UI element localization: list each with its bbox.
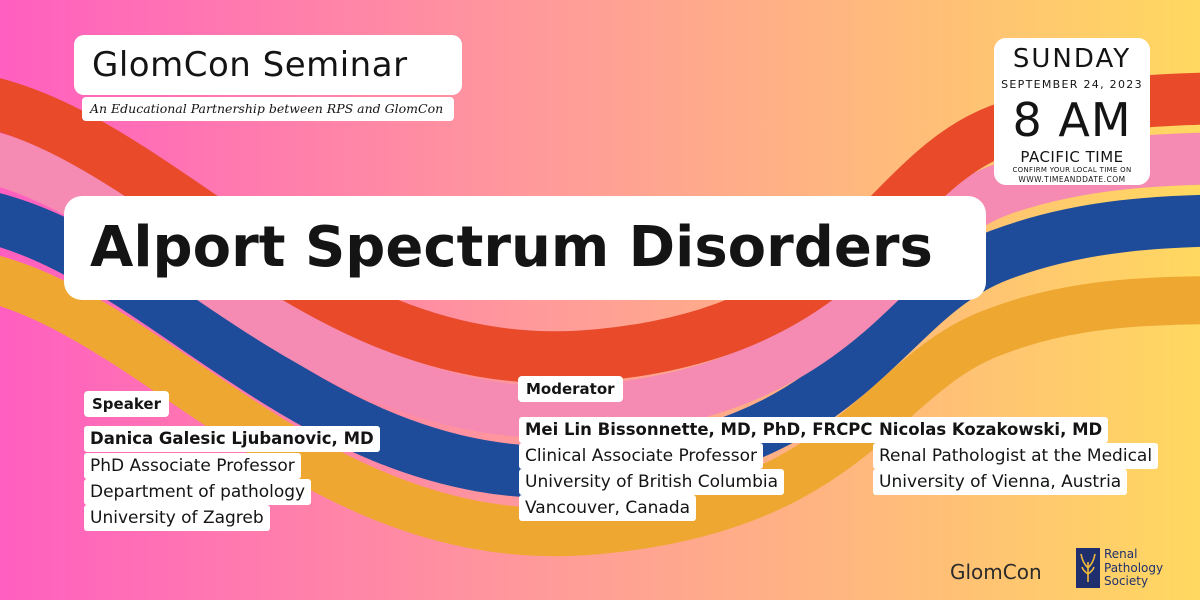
speaker-name: Danica Galesic Ljubanovic, MD — [84, 426, 380, 452]
event-date: SEPTEMBER 24, 2023 — [1001, 78, 1143, 91]
comoderator-line: University of Vienna, Austria — [873, 469, 1128, 495]
band-gold — [0, 256, 1200, 557]
speaker-heading: Speaker — [84, 391, 169, 417]
comoderator-name: Nicolas Kozakowski, MD — [873, 417, 1109, 443]
moderator-name: Mei Lin Bissonnette, MD, PhD, FRCPC — [519, 417, 879, 443]
partnership-subtitle: An Educational Partnership between RPS a… — [82, 97, 454, 121]
event-day: SUNDAY — [1012, 44, 1132, 74]
speaker-line: PhD Associate Professor — [84, 453, 301, 479]
rps-logo-line: Society — [1104, 574, 1149, 588]
glomcon-logo: GlomCon — [950, 560, 1042, 584]
speaker-line: Department of pathology — [84, 479, 312, 505]
seminar-title: GlomCon Seminar — [74, 35, 462, 95]
event-time: 8 AM — [1012, 93, 1132, 147]
event-time-site: WWW.TIMEANDDATE.COM — [1018, 175, 1126, 184]
comoderator-line: Renal Pathologist at the Medical — [873, 443, 1159, 469]
rps-logo-line: Renal — [1104, 547, 1138, 561]
event-datetime-card: SUNDAY SEPTEMBER 24, 2023 8 AM PACIFIC T… — [994, 38, 1150, 185]
moderator-line: Vancouver, Canada — [519, 495, 697, 521]
event-timezone: PACIFIC TIME — [1020, 148, 1124, 166]
moderator-heading: Moderator — [518, 376, 623, 402]
speaker-line: University of Zagreb — [84, 505, 270, 531]
moderator-line: Clinical Associate Professor — [519, 443, 763, 469]
event-local-time-note: CONFIRM YOUR LOCAL TIME ON — [1012, 166, 1132, 174]
kidney-tree-icon — [1076, 548, 1100, 588]
main-title: Alport Spectrum Disorders — [90, 215, 933, 280]
main-title-card: Alport Spectrum Disorders — [64, 196, 986, 300]
rps-logo-line: Pathology — [1104, 560, 1164, 575]
rps-logo: Renal Pathology Society — [1076, 547, 1186, 594]
moderator-line: University of British Columbia — [519, 469, 785, 495]
